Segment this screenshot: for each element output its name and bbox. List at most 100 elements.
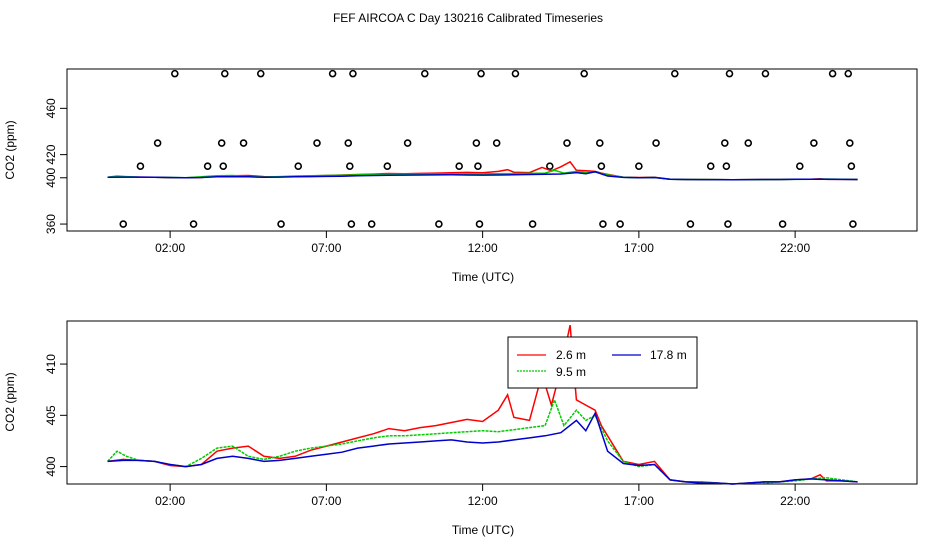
scatter-point <box>828 69 837 78</box>
scatter-point <box>477 69 485 78</box>
scatter-point <box>528 220 537 228</box>
series-line <box>107 397 858 485</box>
scatter-point <box>596 139 604 147</box>
scatter-point <box>722 162 731 170</box>
scatter-point <box>328 69 337 78</box>
y-tick-label: 405 <box>44 405 58 425</box>
scatter-point <box>347 220 356 228</box>
scatter-point <box>189 220 198 228</box>
legend-box <box>507 336 698 389</box>
x-tick-label: 12:00 <box>468 494 498 508</box>
scatter-point <box>383 162 392 170</box>
x-tick-label: 17:00 <box>624 241 654 255</box>
top-y-axis-label: CO2 (ppm) <box>3 120 17 179</box>
scatter-point <box>616 220 624 228</box>
scatter-point <box>313 139 321 147</box>
top-x-axis-label: Time (UTC) <box>452 270 514 284</box>
x-tick-label: 02:00 <box>155 241 185 255</box>
scatter-point <box>421 69 429 78</box>
x-tick-label: 12:00 <box>468 241 498 255</box>
scatter-point <box>403 139 412 147</box>
legend: 2.6 m 9.5 m 17.8 m <box>507 336 698 389</box>
scatter-point <box>349 69 357 78</box>
legend-label-17-8m: 17.8 m <box>650 348 687 362</box>
scatter-point <box>796 162 804 170</box>
scatter-point <box>474 162 482 170</box>
scatter-point <box>472 139 481 147</box>
scatter-point <box>256 69 265 78</box>
scatter-point <box>778 220 787 228</box>
scatter-point <box>563 139 571 147</box>
scatter-point <box>849 220 857 228</box>
x-tick-label: 17:00 <box>624 494 654 508</box>
scatter-point <box>724 220 732 228</box>
scatter-point <box>706 162 715 170</box>
scatter-point <box>294 162 303 170</box>
scatter-point <box>203 162 212 170</box>
scatter-point <box>221 69 229 78</box>
scatter-point <box>511 69 520 78</box>
bottom-y-axis-label: CO2 (ppm) <box>3 372 17 431</box>
scatter-point <box>119 220 128 228</box>
scatter-point <box>597 162 606 170</box>
scatter-point <box>346 162 354 170</box>
series-line <box>107 411 858 485</box>
top-panel: 02:00 07:00 12:00 17:00 22:00 360 400 420 460 T… <box>3 68 918 284</box>
legend-label-9-5m: 9.5 m <box>556 365 586 379</box>
series-line <box>107 324 858 485</box>
scatter-point <box>844 69 853 78</box>
top-scatter-points <box>119 69 857 228</box>
scatter-point <box>744 139 753 147</box>
series-line <box>107 171 858 181</box>
scatter-point <box>686 220 695 228</box>
x-tick-label: 07:00 <box>311 241 341 255</box>
x-tick-label: 22:00 <box>780 494 810 508</box>
legend-label-2-6m: 2.6 m <box>556 348 586 362</box>
scatter-point <box>546 162 554 170</box>
bottom-y-axis: 400 405 410 <box>44 354 67 477</box>
figure-title: FEF AIRCOA C Day 130216 Calibrated Times… <box>333 11 603 25</box>
y-tick-label: 460 <box>44 98 58 118</box>
bottom-series-lines <box>107 324 858 485</box>
scatter-point <box>217 139 226 147</box>
top-plot-frame <box>66 68 918 232</box>
y-tick-label: 360 <box>44 214 58 234</box>
bottom-plot-frame <box>66 320 918 485</box>
top-y-axis: 360 400 420 460 <box>44 98 67 234</box>
x-tick-label: 22:00 <box>780 241 810 255</box>
scatter-point <box>761 69 770 78</box>
y-tick-label: 400 <box>44 167 58 187</box>
bottom-panel: 02:00 07:00 12:00 17:00 22:00 400 405 410 Time… <box>3 320 918 537</box>
scatter-point <box>344 139 353 147</box>
scatter-point <box>635 162 643 170</box>
scatter-point <box>580 69 588 78</box>
scatter-point <box>725 69 734 78</box>
scatter-point <box>219 162 228 170</box>
x-tick-label: 02:00 <box>155 494 185 508</box>
top-series-lines <box>107 160 858 181</box>
scatter-point <box>599 220 607 228</box>
bottom-x-axis: 02:00 07:00 12:00 17:00 22:00 <box>155 484 810 508</box>
scatter-point <box>652 139 660 147</box>
scatter-point <box>847 162 856 170</box>
scatter-point <box>810 139 818 147</box>
scatter-point <box>435 220 443 228</box>
y-tick-label: 420 <box>44 144 58 164</box>
top-x-axis: 02:00 07:00 12:00 17:00 22:00 <box>155 231 810 255</box>
scatter-point <box>367 220 376 228</box>
scatter-point <box>455 162 463 170</box>
y-tick-label: 410 <box>44 354 58 374</box>
scatter-point <box>846 139 854 147</box>
scatter-point <box>671 69 679 78</box>
scatter-point <box>136 162 145 170</box>
scatter-point <box>475 220 484 228</box>
scatter-point <box>153 139 162 147</box>
scatter-point <box>171 69 179 78</box>
scatter-point <box>492 139 501 147</box>
x-tick-label: 07:00 <box>311 494 341 508</box>
scatter-point <box>277 220 285 228</box>
y-tick-label: 400 <box>44 456 58 476</box>
bottom-x-axis-label: Time (UTC) <box>452 523 514 537</box>
scatter-point <box>721 139 729 147</box>
